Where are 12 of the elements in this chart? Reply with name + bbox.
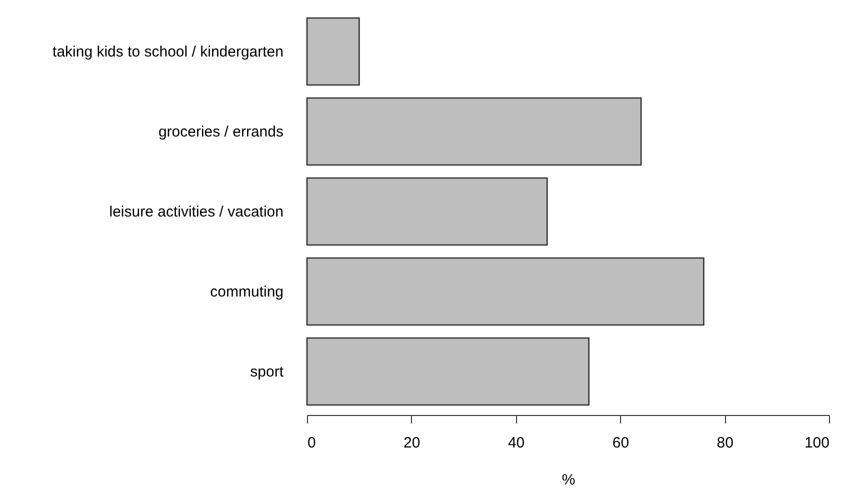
y-tick-label: commuting — [210, 284, 284, 300]
x-tick-label: 20 — [404, 434, 420, 452]
y-tick-label: groceries / errands — [158, 124, 284, 140]
y-tick-label: taking kids to school / kindergarten — [52, 44, 284, 60]
y-tick-label: sport — [250, 364, 284, 380]
x-tick-label: 40 — [508, 434, 525, 452]
x-tick-label: 80 — [716, 434, 734, 452]
y-tick-label: leisure activities / vacation — [109, 204, 284, 220]
x-tick-label: 60 — [612, 434, 630, 452]
x-axis-title: % — [562, 472, 576, 488]
x-tick-label: 100 — [804, 434, 830, 452]
x-tick-label: 0 — [308, 434, 316, 452]
